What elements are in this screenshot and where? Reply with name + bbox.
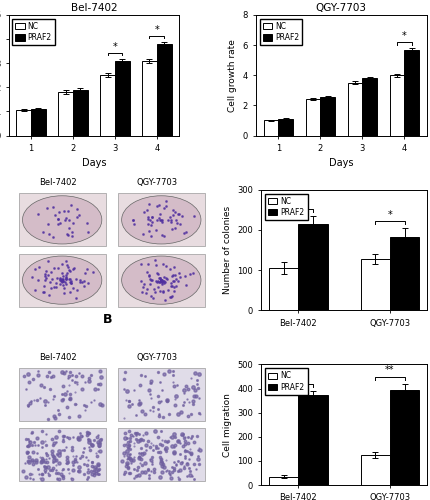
Text: *: * [112, 42, 117, 52]
Bar [360, 259, 389, 310]
Ellipse shape [22, 196, 101, 244]
Bar [18, 368, 105, 421]
Text: Bel-7402: Bel-7402 [39, 352, 77, 362]
Bar [389, 237, 418, 310]
Title: Bel-7402: Bel-7402 [71, 3, 117, 13]
Bar [268, 476, 298, 485]
Y-axis label: Cell migration: Cell migration [222, 393, 231, 456]
Bar [278, 119, 292, 136]
Text: QGY-7703: QGY-7703 [136, 178, 178, 187]
Bar [319, 97, 334, 136]
Bar [347, 83, 362, 136]
Text: *: * [295, 198, 300, 207]
Bar [268, 268, 298, 310]
Text: B: B [103, 312, 112, 326]
Bar [389, 76, 403, 136]
Text: *: * [154, 25, 159, 35]
X-axis label: Days: Days [329, 158, 353, 168]
Bar [362, 78, 376, 136]
Bar [403, 50, 418, 136]
Ellipse shape [22, 256, 101, 304]
Y-axis label: Number of colonies: Number of colonies [222, 206, 231, 294]
Bar [360, 455, 389, 485]
Ellipse shape [121, 256, 200, 304]
Bar [18, 194, 105, 246]
Ellipse shape [121, 196, 200, 244]
Text: *: * [387, 210, 391, 220]
Bar [73, 90, 87, 136]
Bar [298, 394, 327, 485]
Bar [117, 194, 204, 246]
X-axis label: Days: Days [82, 158, 106, 168]
Bar [31, 109, 46, 136]
Legend: NC, PRAF2: NC, PRAF2 [264, 194, 307, 220]
Bar [117, 254, 204, 306]
Bar [100, 76, 115, 136]
Bar [298, 224, 327, 310]
Legend: NC, PRAF2: NC, PRAF2 [264, 368, 307, 394]
Bar [142, 61, 157, 136]
Legend: NC, PRAF2: NC, PRAF2 [12, 19, 55, 45]
Text: Bel-7402: Bel-7402 [39, 178, 77, 187]
Bar [115, 61, 129, 136]
Title: QGY-7703: QGY-7703 [315, 3, 366, 13]
Bar [305, 100, 319, 136]
Y-axis label: Cell growth rate: Cell growth rate [227, 39, 236, 112]
Bar [18, 428, 105, 482]
Bar [263, 120, 278, 136]
Text: *: * [401, 31, 405, 41]
Text: **: ** [293, 372, 302, 382]
Bar [16, 110, 31, 136]
Bar [117, 428, 204, 482]
Bar [157, 44, 171, 136]
Legend: NC, PRAF2: NC, PRAF2 [259, 19, 301, 45]
Bar [58, 92, 73, 136]
Bar [117, 368, 204, 421]
Text: QGY-7703: QGY-7703 [136, 352, 178, 362]
Bar [18, 254, 105, 306]
Text: **: ** [384, 366, 394, 376]
Bar [389, 390, 418, 485]
